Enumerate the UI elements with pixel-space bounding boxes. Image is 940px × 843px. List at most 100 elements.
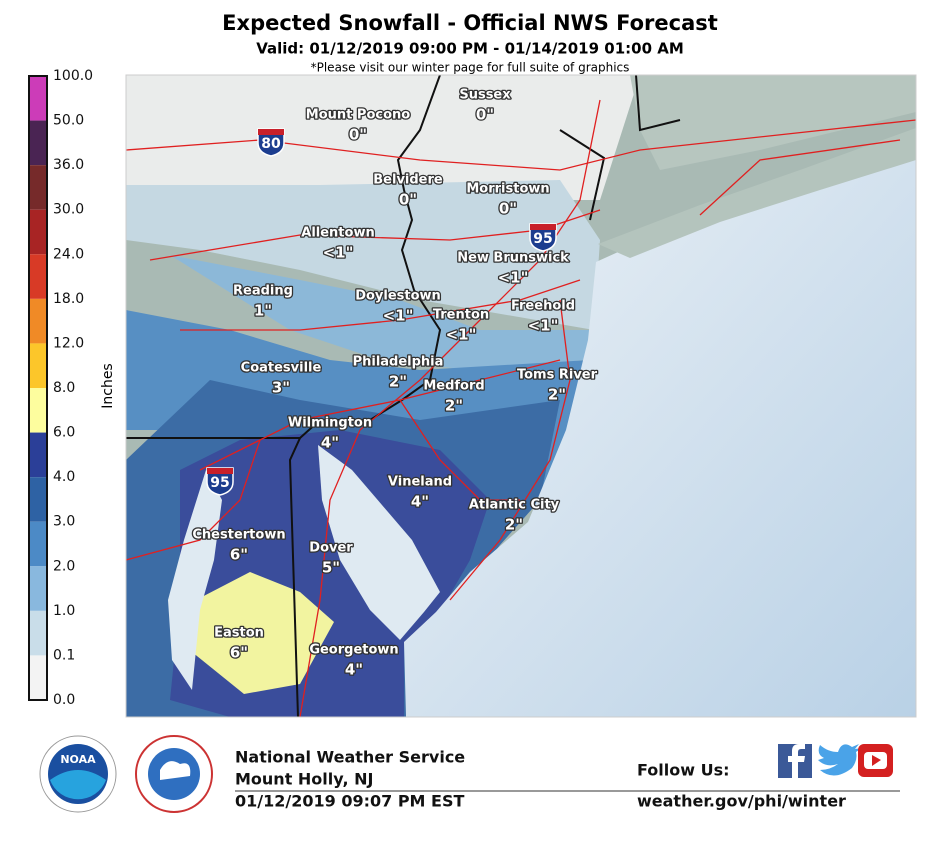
place-name: Medford [423, 379, 484, 394]
legend-tick-label: 18.0 [53, 291, 84, 307]
legend-swatch [29, 120, 47, 166]
legend-swatch [29, 165, 47, 210]
shield-number: 95 [210, 475, 229, 491]
long-island [598, 128, 916, 258]
legend-tick-label: 0.1 [53, 647, 75, 663]
legend-swatch [29, 477, 47, 522]
legend-tick-label: 1.0 [53, 603, 75, 619]
place-name: Doylestown [355, 289, 441, 304]
snow-amount: <1" [498, 269, 529, 287]
follow-us: Follow Us: [637, 761, 730, 780]
snow-amount: 3" [272, 379, 290, 397]
legend-swatch [29, 343, 47, 388]
snow-zone [192, 572, 334, 694]
place-name: Georgetown [309, 643, 398, 658]
place-name: Belvidere [373, 173, 443, 188]
place-name: Allentown [301, 226, 374, 241]
road [180, 279, 581, 331]
legend-swatch [29, 655, 47, 700]
shield-top [258, 129, 284, 135]
legend-tick-label: 6.0 [53, 425, 75, 441]
legend-swatch [29, 566, 47, 611]
footer: NOAA National Weather Service Mount Holl… [39, 735, 900, 813]
place-name: New Brunswick [457, 251, 569, 266]
legend-tick-label: 2.0 [53, 558, 75, 574]
legend-tick-label: 30.0 [53, 202, 84, 218]
noaa-logo-wave [50, 770, 106, 800]
nws-logo-cloud [160, 761, 191, 780]
road [126, 439, 261, 561]
pa-nj-border [299, 75, 442, 439]
snow-amount: 2" [548, 386, 566, 404]
note: *Please visit our winter page for full s… [311, 61, 630, 75]
snow-zones [126, 75, 640, 717]
legend-swatch [29, 432, 47, 478]
road [299, 99, 601, 717]
road [126, 119, 916, 171]
place-name: Reading [233, 284, 293, 299]
place-name: Vineland [388, 475, 452, 490]
place-name: Atlantic City [469, 498, 560, 513]
legend-tick-label: 8.0 [53, 380, 75, 396]
legend-swatch [29, 254, 47, 299]
shield-top [530, 224, 556, 230]
places: Mount Pocono 0" Sussex 0" Belvidere 0" Morrist… [191, 86, 599, 680]
ny-ct-border [635, 75, 681, 132]
snow-amount: <1" [528, 317, 559, 335]
md-de-border [126, 437, 302, 717]
url[interactable]: weather.gov/phi/winter [637, 792, 846, 811]
highway-shields: 80 95 95 [206, 128, 557, 496]
place-name: Sussex [459, 88, 511, 103]
snow-amount: 2" [445, 397, 463, 415]
snow-amount: 0" [499, 200, 517, 218]
snow-zone [170, 255, 592, 370]
place-name: Easton [214, 626, 264, 641]
road [149, 209, 601, 261]
state-lines [126, 75, 681, 717]
twitter-icon[interactable] [818, 744, 862, 776]
road [449, 299, 571, 601]
place-name: Toms River [517, 368, 598, 383]
snow-zone [126, 180, 600, 330]
noaa-logo-text: NOAA [60, 753, 96, 766]
place-name: Freehold [511, 299, 575, 314]
map: Mount Pocono 0" Sussex 0" Belvidere 0" Morrist… [126, 75, 916, 717]
legend-tick-label: 24.0 [53, 246, 84, 262]
facebook-glyph [788, 744, 805, 778]
snow-amount: 2" [389, 373, 407, 391]
snow-amount: <1" [323, 244, 354, 262]
snow-amount: 1" [254, 302, 272, 320]
snow-amount: <1" [383, 307, 414, 325]
legend-swatch [29, 298, 47, 344]
legend-label: Inches [100, 363, 116, 408]
place-name: Philadelphia [353, 355, 444, 370]
org: National Weather Service [235, 748, 465, 767]
snow-amount: 4" [411, 493, 429, 511]
snow-amount: 0" [349, 126, 367, 144]
youtube-play [872, 755, 881, 766]
legend: Inches 100.0 50.0 36.0 30.0 24.0 18.0 12.0 8.0 6… [28, 68, 116, 708]
legend-swatch [29, 209, 47, 255]
office: Mount Holly, NJ [235, 770, 373, 789]
legend-tick-label: 12.0 [53, 335, 84, 351]
map-frame [125, 74, 917, 718]
delaware-bay [318, 445, 440, 640]
legend-tick-label: 3.0 [53, 514, 75, 530]
legend-frame [28, 75, 48, 701]
shield-number: 80 [261, 136, 281, 152]
shield [206, 467, 234, 496]
place-name: Chestertown [192, 528, 285, 543]
legend-swatch [29, 76, 47, 121]
snow-amount: 6" [230, 644, 248, 662]
roads [126, 99, 916, 717]
place-name: Wilmington [288, 416, 372, 431]
snow-amount: 6" [230, 546, 248, 564]
place-name: Coatesville [241, 361, 322, 376]
snow-amount: 0" [399, 191, 417, 209]
chesapeake-bay [168, 470, 222, 690]
legend-tick-label: 4.0 [53, 469, 75, 485]
valid-time: Valid: 01/12/2019 09:00 PM - 01/14/2019 … [256, 40, 684, 58]
place-name: Mount Pocono [306, 108, 410, 123]
snow-amount: 5" [322, 559, 340, 577]
